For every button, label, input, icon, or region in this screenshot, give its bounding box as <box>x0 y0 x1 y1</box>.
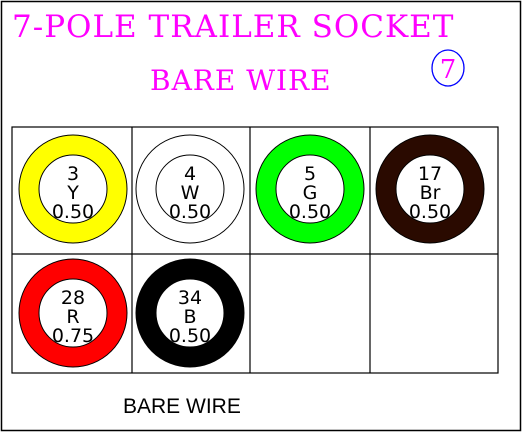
footer-label: BARE WIRE <box>123 395 241 418</box>
wire-pin-17: 17 <box>418 163 442 185</box>
wire-cell-5: 5G0.50 <box>255 134 365 244</box>
badge-ring <box>431 49 465 87</box>
wire-size-3: 0.50 <box>52 201 94 223</box>
wire-code-28: R <box>66 306 79 328</box>
wire-grid <box>11 126 499 374</box>
wire-ring-center-4 <box>155 154 225 224</box>
wire-ring-center-28 <box>38 278 108 348</box>
wire-cell-4: 4W0.50 <box>135 134 245 244</box>
wire-pin-28: 28 <box>61 287 85 309</box>
wire-ring-center-34 <box>155 278 225 348</box>
wire-ring-center-3 <box>38 154 108 224</box>
wire-ring-center-5 <box>275 154 345 224</box>
wire-pin-4: 4 <box>184 163 196 185</box>
badge: 7 <box>431 49 465 87</box>
wire-cell-3: 3Y0.50 <box>18 134 128 244</box>
wire-size-34: 0.50 <box>169 325 211 347</box>
wire-code-4: W <box>181 182 200 204</box>
wire-code-34: B <box>183 306 196 328</box>
wire-pin-3: 3 <box>67 163 79 185</box>
diagram-title: 7-POLE TRAILER SOCKET <box>12 9 454 45</box>
diagram-subtitle: BARE WIRE <box>150 64 332 97</box>
wire-code-17: Br <box>420 182 441 204</box>
wire-size-28: 0.75 <box>52 325 94 347</box>
wire-ring-center-17 <box>395 154 465 224</box>
badge-number: 7 <box>440 55 457 85</box>
wire-code-3: Y <box>66 182 79 204</box>
wire-pin-5: 5 <box>304 163 316 185</box>
wire-pin-34: 34 <box>178 287 202 309</box>
wire-size-4: 0.50 <box>169 201 211 223</box>
grid-border <box>11 126 499 374</box>
wire-size-17: 0.50 <box>409 201 451 223</box>
wire-size-5: 0.50 <box>289 201 331 223</box>
wire-code-5: G <box>303 182 318 204</box>
